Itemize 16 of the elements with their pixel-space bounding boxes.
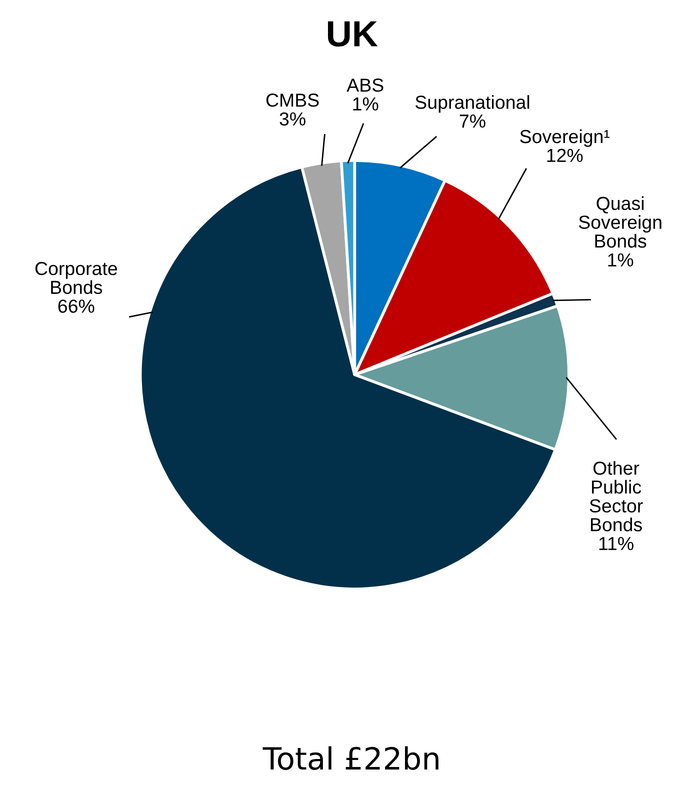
data-label: 1%: [608, 253, 634, 266]
data-label: 1%: [353, 97, 378, 111]
slice-label: Sovereign¹: [520, 129, 610, 147]
slice-label: Quasi Sovereign Bonds: [578, 196, 662, 248]
slice-label: Supranational: [415, 95, 530, 113]
text: Total £22bn: [262, 746, 438, 770]
slice-label: Corporate Bonds: [35, 262, 118, 294]
slice-label: CMBS: [266, 94, 319, 107]
data-label: 12%: [547, 148, 583, 162]
slice-label: ABS: [346, 78, 384, 92]
data-label: 3%: [280, 112, 306, 126]
data-label: 11%: [599, 537, 634, 550]
data-label: 66%: [58, 300, 94, 313]
data-label: 7%: [460, 114, 486, 128]
slice-label: Other Public Sector Bonds: [590, 461, 643, 532]
chart-title: UK: [328, 21, 378, 47]
